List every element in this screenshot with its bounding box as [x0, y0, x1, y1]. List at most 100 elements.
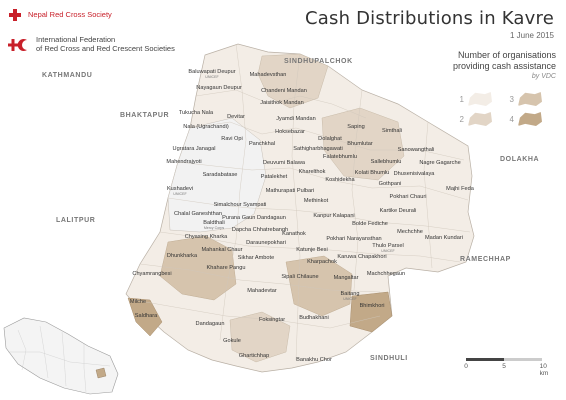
- vdc-label: Saldhara: [135, 313, 157, 320]
- vdc-name: Katunje Besi: [296, 247, 328, 253]
- ifrc-name: International Federation of Red Cross an…: [36, 35, 175, 53]
- area-level-4-b: [127, 297, 163, 337]
- vdc-name: Kharelthok: [298, 169, 326, 175]
- vdc-name: Dandagaun: [195, 321, 225, 327]
- vdc-name: Sipali Chilaune: [281, 274, 319, 280]
- vdc-name: Nagre Gagarche: [419, 160, 461, 166]
- vdc-label: Kanpur Kalapani: [313, 213, 355, 220]
- vdc-label: Mahendrajyoti: [166, 159, 201, 166]
- vdc-label: Devitar: [227, 114, 245, 121]
- legend-item-4: 4: [506, 112, 542, 126]
- vdc-name: Saping: [347, 124, 365, 130]
- vdc-label: Simthali: [382, 128, 402, 135]
- vdc-label: Kartike Deurali: [380, 208, 417, 215]
- vdc-name: Daraunepokhari: [246, 240, 286, 246]
- vdc-label: Ghartichhap: [238, 353, 270, 360]
- vdc-name: Gokule: [223, 338, 241, 344]
- legend-swatch: [468, 112, 492, 126]
- legend-item-2: 2: [456, 112, 492, 126]
- legend-swatch: [468, 92, 492, 106]
- legend-label: 2: [459, 114, 464, 124]
- vdc-label: Kanathok: [282, 231, 306, 238]
- region-dolakha: DOLAKHA: [500, 156, 540, 163]
- vdc-label: Kharpachok: [307, 259, 337, 266]
- vdc-name: Devitar: [227, 114, 245, 120]
- vdc-name: Jyamdi Mandan: [276, 116, 316, 122]
- scale-tick-5: 5: [502, 363, 506, 370]
- vdc-name: Tukucha Nala: [178, 110, 214, 116]
- area-level-2-b: [321, 107, 405, 181]
- vdc-name: Mathurapati Pulbari: [265, 188, 315, 194]
- ifrc-logo-line: International Federation of Red Cross an…: [8, 35, 175, 53]
- vdc-label: Baitang UNICEF: [341, 291, 360, 302]
- vdc-label: Karuwa Chapakhori: [337, 254, 386, 261]
- vdc-label: Mechchhe: [397, 229, 423, 236]
- vdc-label: Chyamrangbesi: [132, 271, 172, 278]
- vdc-label: Gothpani: [379, 181, 402, 188]
- vdc-name: Mahadevtar: [247, 288, 277, 294]
- vdc-label: Mahadevtar: [247, 288, 277, 295]
- nrcs-name: Nepal Red Cross Society: [28, 9, 112, 19]
- vdc-name: Pokhari Narayansthan: [326, 236, 382, 242]
- vdc-name: Banakhu Chor: [296, 357, 332, 363]
- vdc-org: UNICEF: [205, 75, 219, 80]
- vdc-name: Deuvumi Balawa: [263, 160, 305, 166]
- vdc-label: Baluwapati Deupur UNICEF: [188, 69, 235, 80]
- vdc-name: Hoksebazar: [275, 129, 305, 135]
- vdc-name: Chyamrangbesi: [132, 271, 172, 277]
- scale-tick-10: 10 km: [539, 363, 549, 377]
- vdc-label: Foksingtar: [259, 317, 285, 324]
- vdc-name: Falatebhumlu: [323, 154, 357, 160]
- vdc-label: Falatebhumlu: [323, 154, 357, 161]
- vdc-label: Sikhar Ambote: [238, 255, 274, 262]
- vdc-name: Simalchour Syampati: [213, 202, 267, 208]
- vdc-label: Nagre Gagarche: [419, 160, 461, 167]
- vdc-name: Madan Kundari: [425, 235, 463, 241]
- vdc-name: Milche: [129, 299, 147, 305]
- region-sindhuli: SINDHULI: [370, 355, 408, 362]
- vdc-name: Mahadevsthan: [249, 72, 287, 78]
- vdc-name: Sathigharbhagawati: [293, 146, 343, 152]
- vdc-label: Bhimkhori: [360, 303, 385, 310]
- nepal-inset-map: [3, 317, 119, 395]
- vdc-name: Dapcha Chhatrebangh: [231, 227, 289, 233]
- vdc-name: Dhusenisivalaya: [393, 171, 435, 177]
- vdc-name: Methinkot: [303, 198, 329, 204]
- vdc-name: Nayagaun Deupur: [196, 85, 242, 91]
- vdc-label: Patalekhet: [261, 174, 287, 181]
- vdc-name: Chyasing Kharka: [184, 234, 228, 240]
- vdc-name: Bhumlutar: [347, 141, 373, 147]
- region-kathmandu: KATHMANDU: [42, 72, 93, 79]
- vdc-label: Kolati Bhumlu: [355, 170, 390, 177]
- vdc-label: Sanowangthali: [397, 147, 435, 154]
- area-level-2-c: [229, 311, 291, 363]
- vdc-label: Jyamdi Mandan: [276, 116, 316, 123]
- vdc-name: Sanowangthali: [397, 147, 435, 153]
- vdc-name: Saradabatase: [202, 172, 238, 178]
- area-level-4-a: [349, 291, 393, 333]
- legend-subtitle: by VDC: [531, 72, 556, 80]
- ifrc-name-line1: International Federation: [36, 35, 116, 44]
- region-ramechhap: RAMECHHAP: [460, 256, 511, 263]
- vdc-name: Kharpachok: [307, 259, 337, 265]
- area-level-2-a: [257, 53, 329, 109]
- vdc-label: Madan Kundari: [425, 235, 463, 242]
- area-no-data: [167, 117, 267, 233]
- vdc-name: Jaisithok Mandan: [260, 100, 304, 106]
- vdc-label: Saradabatase: [202, 172, 238, 179]
- ifrc-name-line2: of Red Cross and Red Crescent Societies: [36, 43, 175, 53]
- vdc-label: Dhunkharka: [167, 253, 197, 260]
- vdc-name: Purana Gaun Dandagaun: [222, 215, 286, 221]
- vdc-name: Chalal Ganeshthan: [174, 211, 222, 217]
- map-date: 1 June 2015: [509, 31, 554, 40]
- vdc-name: Mangaltar: [333, 275, 359, 281]
- vdc-label: Khahare Pangu: [207, 265, 246, 272]
- vdc-label: Katunje Besi: [296, 247, 328, 254]
- vdc-name: Chandeni Mandan: [261, 88, 307, 94]
- legend: Number of organisations providing cash a…: [406, 50, 556, 126]
- vdc-label: Milche: [129, 299, 147, 306]
- vdc-label: Chandeni Mandan: [261, 88, 307, 95]
- vdc-name: Kanpur Kalapani: [313, 213, 355, 219]
- vdc-name: Nala (Ugrachandi): [183, 124, 229, 130]
- vdc-name: Ghartichhap: [238, 353, 270, 359]
